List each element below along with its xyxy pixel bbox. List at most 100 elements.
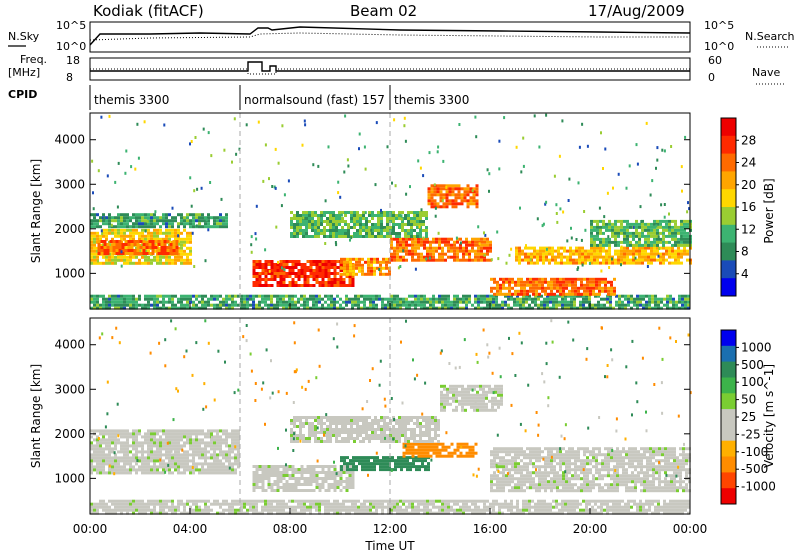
heatmap-cell	[279, 260, 283, 263]
heatmap-cell	[402, 502, 405, 506]
heatmap-cell	[147, 306, 150, 310]
heatmap-cell	[189, 499, 192, 503]
heatmap-cell	[135, 228, 138, 232]
heatmap-cell	[555, 502, 558, 506]
heatmap-cell	[612, 508, 615, 512]
heatmap-cell	[523, 283, 526, 287]
heatmap-cell	[97, 252, 101, 255]
heatmap-cell	[645, 121, 648, 125]
heatmap-cell	[532, 289, 535, 293]
heatmap-cell	[258, 272, 262, 275]
heatmap-cell	[141, 234, 144, 238]
heatmap-cell	[320, 232, 323, 235]
heatmap-cell	[276, 502, 279, 506]
heatmap-cell	[655, 224, 658, 228]
heatmap-cell	[207, 303, 210, 307]
heatmap-cell	[148, 243, 152, 246]
heatmap-cell	[195, 502, 198, 506]
heatmap-cell	[299, 229, 302, 232]
heatmap-cell	[288, 505, 291, 509]
heatmap-cell	[505, 292, 508, 296]
heatmap-cell	[296, 223, 299, 226]
heatmap-cell	[451, 199, 455, 203]
heatmap-cell	[581, 252, 584, 256]
heatmap-cell	[282, 511, 285, 515]
heatmap-cell	[96, 502, 99, 506]
heatmap-cell	[285, 275, 289, 278]
heatmap-cell	[558, 502, 561, 506]
heatmap-cell	[168, 435, 171, 439]
heatmap-cell	[432, 306, 435, 310]
heatmap-cell	[686, 252, 689, 256]
heatmap-cell	[342, 502, 345, 506]
heatmap-cell	[453, 243, 456, 247]
heatmap-cell	[267, 505, 270, 509]
heatmap-cell	[537, 511, 540, 515]
heatmap-cell	[118, 246, 122, 249]
heatmap-cell	[537, 499, 540, 503]
heatmap-cell	[116, 205, 119, 209]
heatmap-cell	[674, 240, 677, 244]
heatmap-cell	[267, 278, 271, 281]
heatmap-cell	[99, 306, 102, 310]
heatmap-cell	[258, 511, 261, 515]
heatmap-cell	[441, 508, 444, 512]
heatmap-cell	[447, 255, 450, 259]
heatmap-cell	[153, 294, 156, 298]
heatmap-cell	[564, 294, 567, 298]
heatmap-cell	[599, 231, 602, 235]
heatmap-cell	[274, 186, 277, 190]
heatmap-cell	[207, 450, 210, 454]
heatmap-cell	[419, 217, 422, 220]
heatmap-cell	[375, 505, 378, 509]
heatmap-cell	[483, 508, 486, 512]
heatmap-cell	[608, 252, 611, 256]
heatmap-cell	[549, 502, 552, 506]
heatmap-cell	[558, 508, 561, 512]
heatmap-cell	[327, 269, 331, 272]
heatmap-cell	[677, 240, 680, 244]
heatmap-cell	[204, 444, 207, 448]
heatmap-cell	[525, 306, 528, 310]
heatmap-cell	[126, 294, 129, 298]
heatmap-cell	[151, 252, 155, 255]
heatmap-cell	[475, 187, 479, 191]
heatmap-cell	[678, 505, 681, 509]
heatmap-cell	[580, 286, 583, 290]
heatmap-cell	[377, 232, 380, 235]
heatmap-cell	[653, 231, 656, 235]
heatmap-cell	[308, 226, 311, 229]
heatmap-cell	[493, 277, 496, 281]
heatmap-cell	[459, 249, 462, 253]
heatmap-cell	[656, 240, 659, 244]
heatmap-cell	[617, 219, 620, 223]
heatmap-cell	[638, 255, 641, 259]
heatmap-cell	[147, 249, 150, 253]
heatmap-cell	[201, 462, 204, 466]
heatmap-cell	[538, 145, 541, 149]
heatmap-cell	[102, 502, 105, 506]
heatmap-cell	[609, 499, 612, 503]
heatmap-cell	[192, 511, 195, 515]
heatmap-cell	[96, 453, 99, 457]
heatmap-cell	[267, 306, 270, 310]
heatmap-cell	[157, 240, 161, 243]
heatmap-cell	[333, 269, 337, 272]
heatmap-cell	[379, 263, 382, 267]
heatmap-cell	[261, 508, 264, 512]
heatmap-cell	[174, 456, 177, 460]
heatmap-cell	[489, 297, 492, 301]
heatmap-cell	[312, 294, 315, 298]
heatmap-cell	[405, 246, 408, 250]
heatmap-cell	[264, 502, 267, 506]
heatmap-cell	[441, 297, 444, 301]
heatmap-cell	[174, 228, 177, 232]
heatmap-cell	[312, 275, 316, 278]
heatmap-cell	[396, 255, 399, 259]
heatmap-cell	[580, 280, 583, 284]
heatmap-cell	[348, 300, 351, 304]
heatmap-cell	[432, 294, 435, 298]
heatmap-cell	[111, 216, 114, 220]
heatmap-cell	[261, 499, 264, 503]
heatmap-cell	[561, 508, 564, 512]
